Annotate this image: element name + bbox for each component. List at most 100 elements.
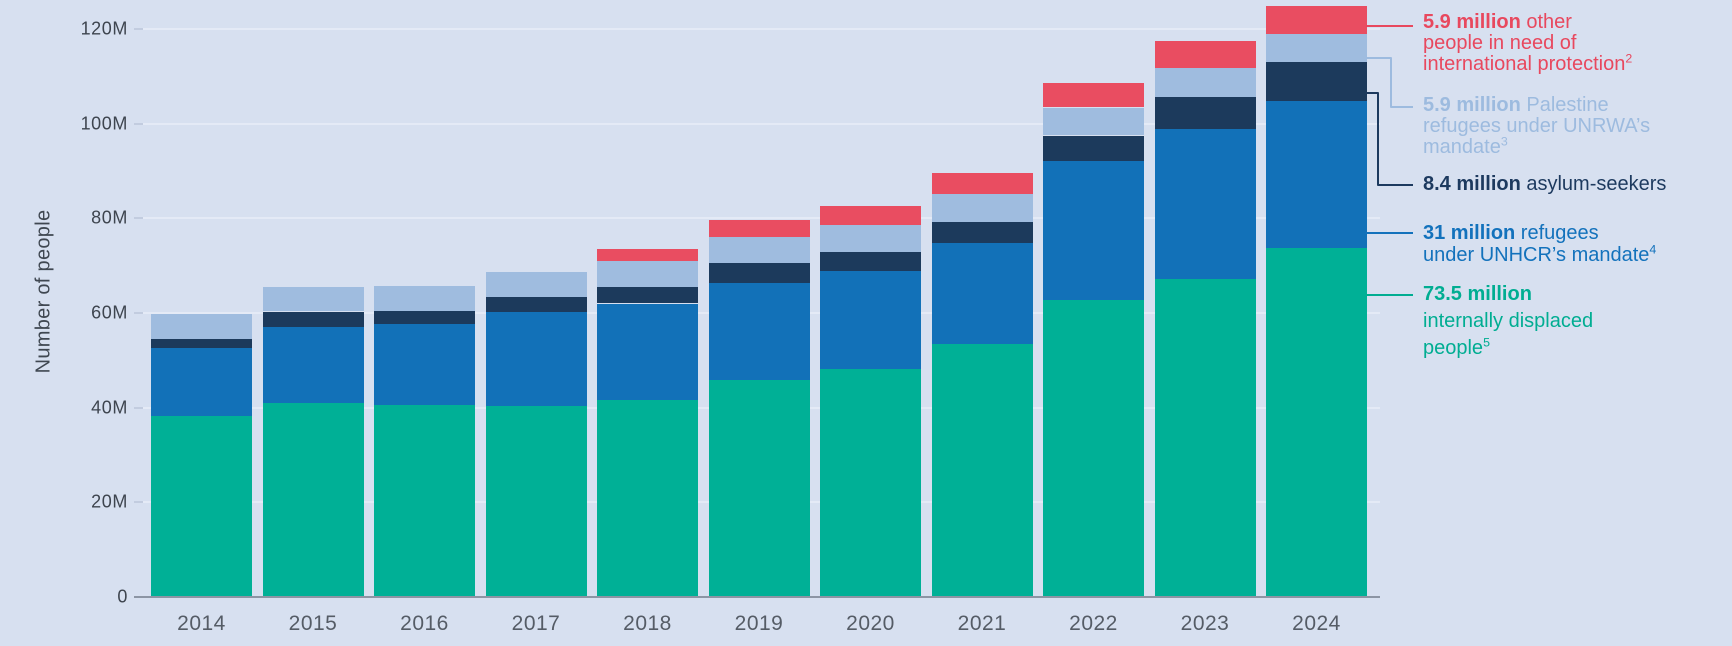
bar-2024-other[interactable] — [1266, 5, 1367, 34]
bar-2022-asylum[interactable] — [1043, 135, 1144, 162]
legend-text: people in need of — [1423, 32, 1577, 54]
legend-entry-other: 5.9 million other people in need of intern… — [1423, 12, 1723, 75]
bar-2017-refugees[interactable] — [486, 312, 587, 407]
bar-2016-unrwa[interactable] — [374, 285, 475, 311]
bar-2024-idp[interactable] — [1266, 248, 1367, 596]
bar-2021-refugees[interactable] — [932, 243, 1033, 345]
x-axis-label-2019: 2019 — [734, 612, 784, 635]
bar-2017-asylum[interactable] — [486, 297, 587, 312]
bar-2015-unrwa[interactable] — [263, 286, 364, 312]
bar-2021-idp[interactable] — [932, 344, 1033, 596]
bar-2023-asylum[interactable] — [1155, 96, 1256, 130]
y-axis-label-80M: 80M — [91, 207, 128, 228]
bar-2024-refugees[interactable] — [1266, 101, 1367, 249]
bar-2023-unrwa[interactable] — [1155, 68, 1256, 97]
gridline-120M — [143, 28, 1380, 30]
x-axis-label-2014: 2014 — [177, 612, 226, 635]
leader-line-asylum — [1366, 92, 1413, 186]
bar-2016-asylum[interactable] — [374, 310, 475, 324]
legend-text: under UNHCR’s mandate — [1423, 244, 1650, 266]
bar-2019-idp[interactable] — [709, 379, 810, 596]
legend-entry-asylum: 8.4 million asylum-seekers — [1423, 174, 1723, 195]
bar-2022-refugees[interactable] — [1043, 161, 1144, 301]
bar-2016-refugees[interactable] — [374, 323, 475, 406]
bar-2024-unrwa[interactable] — [1266, 33, 1367, 62]
legend-line: 5.9 million Palestine — [1423, 95, 1723, 116]
bar-2020-refugees[interactable] — [820, 270, 921, 369]
y-axis-tick-40M — [134, 407, 143, 409]
y-axis-tick-60M — [134, 312, 143, 314]
bar-2015-refugees[interactable] — [263, 326, 364, 403]
bar-2021-unrwa[interactable] — [932, 194, 1033, 222]
legend-line: people in need of — [1423, 33, 1723, 54]
bar-2023-idp[interactable] — [1155, 278, 1256, 596]
bar-2022-other[interactable] — [1043, 82, 1144, 108]
y-axis-label-120M: 120M — [80, 18, 128, 39]
bar-2024-asylum[interactable] — [1266, 61, 1367, 102]
bar-2014-idp[interactable] — [151, 415, 252, 596]
bar-2017-idp[interactable] — [486, 406, 587, 596]
bar-2014-asylum[interactable] — [151, 339, 252, 348]
legend-text: 5.9 million — [1423, 11, 1521, 33]
legend-text: refugees — [1515, 222, 1599, 244]
legend-entry-unrwa: 5.9 million Palestine refugees under UNRW… — [1423, 95, 1723, 158]
gridline-100M — [143, 123, 1380, 125]
bar-2021-other[interactable] — [932, 173, 1033, 195]
y-axis-label-20M: 20M — [91, 491, 128, 512]
x-axis-label-2016: 2016 — [400, 612, 449, 635]
bar-2019-other[interactable] — [709, 219, 810, 237]
legend-entry-refugees: 31 million refugees under UNHCR’s mandate… — [1423, 222, 1723, 266]
legend-line: internally displaced — [1423, 308, 1723, 335]
bar-2019-refugees[interactable] — [709, 283, 810, 380]
legend-line: people5 — [1423, 335, 1723, 362]
bar-2023-other[interactable] — [1155, 40, 1256, 69]
legend-line: mandate3 — [1423, 134, 1723, 158]
bar-2019-unrwa[interactable] — [709, 236, 810, 264]
bar-2020-unrwa[interactable] — [820, 224, 921, 252]
bar-2015-idp[interactable] — [263, 402, 364, 596]
legend-line: 5.9 million other — [1423, 12, 1723, 33]
y-axis-tick-20M — [134, 501, 143, 503]
y-axis-tick-80M — [134, 217, 143, 219]
legend-entry-idp: 73.5 million internally displaced people5 — [1423, 281, 1723, 362]
bar-2018-idp[interactable] — [597, 400, 698, 596]
bar-2020-idp[interactable] — [820, 368, 921, 596]
y-axis-label-0: 0 — [117, 586, 128, 607]
bar-2018-asylum[interactable] — [597, 286, 698, 304]
legend-line: 8.4 million asylum-seekers — [1423, 174, 1723, 195]
legend-line: 73.5 million — [1423, 281, 1723, 308]
legend-text: mandate — [1423, 136, 1501, 158]
bar-2018-other[interactable] — [597, 248, 698, 261]
bar-2022-unrwa[interactable] — [1043, 107, 1144, 136]
legend-line: under UNHCR’s mandate4 — [1423, 242, 1723, 266]
bar-2015-asylum[interactable] — [263, 311, 364, 327]
gridline-80M — [143, 217, 1380, 219]
y-axis-tick-120M — [134, 28, 143, 30]
x-axis-label-2022: 2022 — [1069, 612, 1118, 635]
footnote-marker: 5 — [1483, 335, 1490, 350]
footnote-marker: 3 — [1500, 134, 1508, 149]
bar-2020-other[interactable] — [820, 206, 921, 225]
bar-2019-asylum[interactable] — [709, 263, 810, 284]
x-axis-label-2020: 2020 — [846, 612, 895, 635]
legend-text: refugees under UNRWA’s — [1423, 115, 1651, 137]
bar-2016-idp[interactable] — [374, 405, 475, 596]
bar-2014-unrwa[interactable] — [151, 314, 252, 339]
bar-2014-refugees[interactable] — [151, 347, 252, 416]
legend-line: refugees under UNRWA’s — [1423, 116, 1723, 137]
bar-2021-asylum[interactable] — [932, 221, 1033, 244]
bar-2020-asylum[interactable] — [820, 251, 921, 271]
x-axis-line — [134, 596, 1380, 598]
bar-2018-refugees[interactable] — [597, 303, 698, 401]
legend-text: 8.4 million — [1423, 173, 1521, 195]
legend-text: asylum-seekers — [1520, 173, 1667, 195]
bar-2017-unrwa[interactable] — [486, 271, 587, 298]
legend-text: other — [1520, 11, 1572, 33]
x-axis-label-2024: 2024 — [1292, 612, 1341, 635]
legend-line: international protection2 — [1423, 52, 1723, 75]
bar-2018-unrwa[interactable] — [597, 260, 698, 287]
bar-2023-refugees[interactable] — [1155, 129, 1256, 279]
bar-2022-idp[interactable] — [1043, 300, 1144, 596]
footnote-marker: 4 — [1649, 242, 1657, 257]
